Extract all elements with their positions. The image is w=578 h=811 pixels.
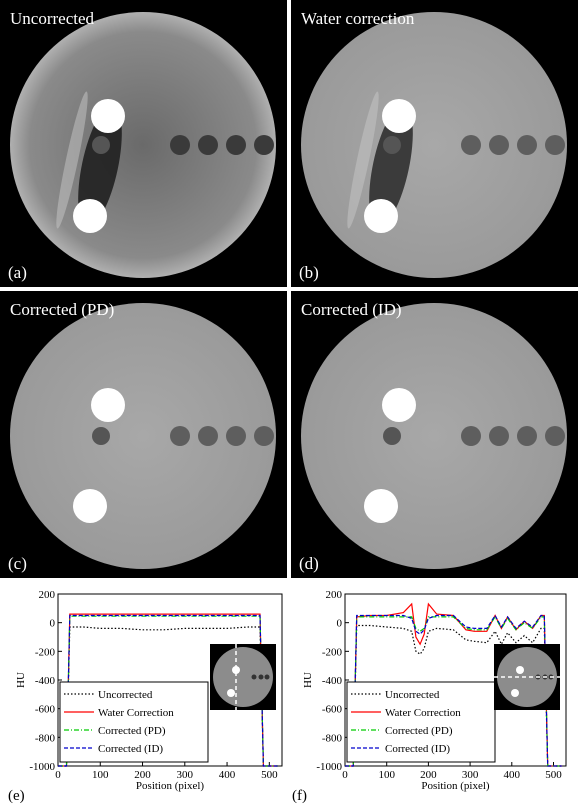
bone-insert [73,489,107,523]
legend-entry: Corrected (ID) [385,743,450,755]
low-insert [517,426,537,446]
legend-entry: Uncorrected [98,689,153,701]
x-tick-label: 500 [545,769,562,781]
low-insert [198,426,218,446]
y-tick-label: -400 [322,675,343,687]
legend-entry: Water Correction [98,707,174,719]
bone-insert [73,199,107,233]
low-insert [383,136,401,154]
y-tick-label: 200 [39,589,56,601]
panel-label: (b) [299,263,319,282]
x-tick-label: 400 [219,769,236,781]
y-axis-label: HU [15,672,27,688]
low-insert [489,426,509,446]
y-tick-label: 0 [50,618,56,630]
low-insert [461,135,481,155]
ct-panel: Uncorrected (a) [0,0,287,287]
chart-label: (e) [8,788,25,804]
low-insert [545,135,565,155]
legend-entry: Corrected (ID) [98,743,163,755]
legend-entry: Corrected (PD) [385,725,453,737]
x-tick-label: 500 [261,769,278,781]
x-tick-label: 0 [55,769,61,781]
x-axis-label: Position (pixel) [421,780,489,792]
low-insert [383,427,401,445]
y-axis-label: HU [302,672,314,688]
low-insert [198,135,218,155]
bone-insert [91,388,125,422]
low-insert [226,135,246,155]
inset-insert [516,666,524,674]
panel-title: Uncorrected [10,9,95,28]
low-insert [170,135,190,155]
y-tick-label: -400 [35,675,56,687]
y-tick-label: 200 [326,589,343,601]
low-insert [517,135,537,155]
legend-entry: Corrected (PD) [98,725,166,737]
inset-insert [227,689,235,697]
low-insert [170,426,190,446]
panel-label: (c) [8,554,27,573]
bone-insert [364,489,398,523]
panel-title: Corrected (ID) [301,300,402,319]
y-tick-label: -200 [35,646,56,658]
bone-insert [382,388,416,422]
ct-panel: Water correction (b) [291,0,578,287]
bone-insert [91,99,125,133]
y-tick-label: -600 [322,704,343,716]
x-axis-label: Position (pixel) [136,780,204,792]
panel-label: (d) [299,554,319,573]
low-insert [545,426,565,446]
y-tick-label: 0 [337,618,343,630]
ct-panel: Corrected (ID) (d) [291,291,578,578]
y-tick-label: -600 [35,704,56,716]
bone-insert [382,99,416,133]
y-tick-label: -800 [35,732,56,744]
low-insert [461,426,481,446]
y-tick-label: -200 [322,646,343,658]
inset-phantom [497,647,557,707]
low-insert [92,136,110,154]
inset [494,644,560,710]
panel-title: Corrected (PD) [10,300,114,319]
x-tick-label: 0 [342,769,348,781]
inset-insert [511,689,519,697]
legend-entry: Water Correction [385,707,461,719]
inset [210,644,276,710]
low-insert [254,426,274,446]
inset-insert [252,675,257,680]
figure: Uncorrected (a) Water correction (b) Correct… [0,0,578,806]
low-insert [489,135,509,155]
y-tick-label: -1000 [316,761,342,773]
y-tick-label: -1000 [29,761,55,773]
panel-title: Water correction [301,9,415,28]
inset-phantom [213,647,273,707]
y-tick-label: -800 [322,732,343,744]
x-tick-label: 100 [378,769,395,781]
low-insert [254,135,274,155]
low-insert [226,426,246,446]
panel-label: (a) [8,263,27,282]
ct-panel: Corrected (PD) (c) [0,291,287,578]
inset-insert [259,675,264,680]
bone-insert [364,199,398,233]
chart-label: (f) [292,788,307,804]
low-insert [92,427,110,445]
x-tick-label: 100 [92,769,109,781]
x-tick-label: 400 [504,769,521,781]
inset-insert [265,675,270,680]
legend-entry: Uncorrected [385,689,440,701]
